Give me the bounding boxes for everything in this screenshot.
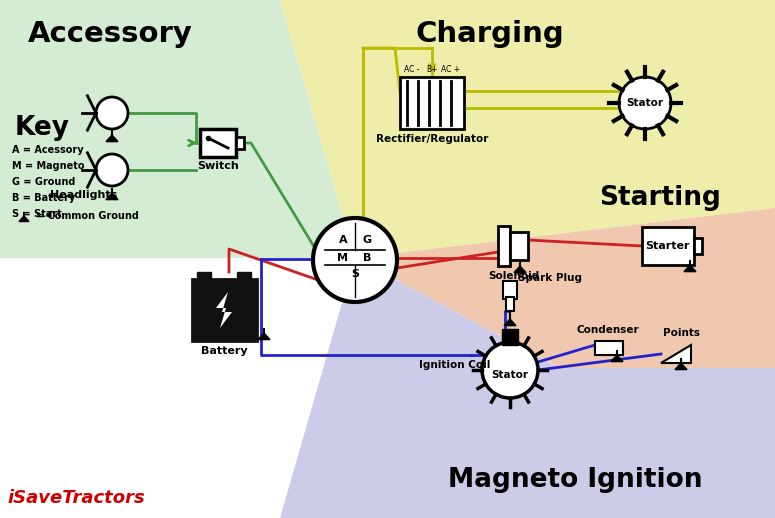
- Text: Starter: Starter: [646, 241, 691, 251]
- Polygon shape: [280, 0, 775, 258]
- Circle shape: [482, 342, 538, 398]
- Text: = Common Ground: = Common Ground: [36, 211, 139, 221]
- Text: AC -: AC -: [404, 65, 419, 74]
- Polygon shape: [355, 208, 775, 368]
- Text: B: B: [363, 253, 371, 263]
- Text: Switch: Switch: [197, 161, 239, 171]
- Polygon shape: [19, 216, 29, 222]
- Bar: [400, 77, 464, 129]
- Bar: [503, 281, 517, 299]
- Text: Solenoid: Solenoid: [488, 271, 539, 281]
- Text: B+: B+: [426, 65, 438, 74]
- Polygon shape: [684, 265, 696, 271]
- Text: Ignition Coil: Ignition Coil: [419, 360, 491, 370]
- Text: A: A: [339, 235, 347, 245]
- Bar: [192, 279, 257, 341]
- Bar: [236, 137, 244, 149]
- Text: Headlights: Headlights: [50, 190, 117, 200]
- Polygon shape: [611, 355, 623, 362]
- Text: iSaveTractors: iSaveTractors: [7, 489, 145, 507]
- Text: Charging: Charging: [415, 20, 564, 48]
- Circle shape: [619, 77, 671, 129]
- Text: AC +: AC +: [441, 65, 460, 74]
- Text: A = Acessory: A = Acessory: [12, 145, 84, 155]
- Text: Spark Plug: Spark Plug: [518, 273, 582, 283]
- Circle shape: [313, 218, 397, 302]
- Polygon shape: [280, 258, 775, 518]
- Text: M: M: [337, 253, 349, 263]
- Bar: [510, 232, 528, 260]
- Circle shape: [96, 97, 128, 129]
- Text: S = Start: S = Start: [12, 209, 62, 219]
- Polygon shape: [675, 363, 687, 370]
- Text: Battery: Battery: [201, 346, 247, 356]
- Bar: [595, 341, 623, 355]
- Text: S: S: [351, 269, 359, 279]
- Text: Rectifier/Regulator: Rectifier/Regulator: [376, 134, 488, 144]
- Text: Accessory: Accessory: [28, 20, 192, 48]
- Polygon shape: [258, 333, 270, 340]
- Text: Key: Key: [15, 115, 70, 141]
- Text: Magneto Ignition: Magneto Ignition: [448, 467, 702, 493]
- Polygon shape: [106, 193, 118, 199]
- Bar: [502, 329, 518, 345]
- Text: Stator: Stator: [491, 370, 529, 380]
- Bar: [642, 227, 694, 265]
- Polygon shape: [0, 0, 355, 258]
- Bar: [694, 238, 702, 254]
- Circle shape: [96, 154, 128, 186]
- Bar: [498, 226, 510, 266]
- Bar: [197, 272, 211, 279]
- Polygon shape: [514, 266, 526, 272]
- Text: M = Magneto: M = Magneto: [12, 161, 84, 171]
- Polygon shape: [106, 135, 118, 141]
- Text: Condenser: Condenser: [577, 325, 639, 335]
- Bar: [200, 129, 236, 157]
- Text: B = Battery: B = Battery: [12, 193, 75, 203]
- Text: Starting: Starting: [599, 185, 721, 211]
- Polygon shape: [216, 292, 232, 328]
- Bar: [506, 297, 514, 311]
- Polygon shape: [504, 319, 516, 326]
- Bar: [237, 272, 251, 279]
- Text: G = Ground: G = Ground: [12, 177, 75, 187]
- Text: Points: Points: [663, 328, 700, 338]
- Polygon shape: [661, 345, 691, 363]
- Text: G: G: [363, 235, 371, 245]
- Text: Stator: Stator: [626, 98, 663, 108]
